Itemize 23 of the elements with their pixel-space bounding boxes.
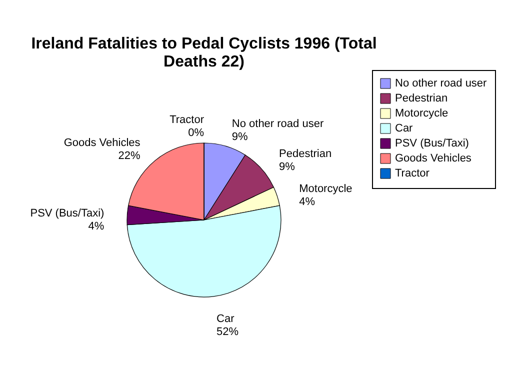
data-label: 22% xyxy=(118,150,140,162)
slice-label: Car xyxy=(216,313,235,326)
legend-label: Pedestrian xyxy=(395,92,448,104)
legend-label: Motorcycle xyxy=(395,108,448,120)
slice-label: No other road user xyxy=(232,118,324,130)
slice-label: Goods Vehicles xyxy=(64,136,141,149)
text: Deaths 22) xyxy=(164,54,244,70)
data-label: 9% xyxy=(279,160,296,173)
legend-label: No other road user xyxy=(395,78,488,90)
slice-label: PSV (Bus/Taxi) xyxy=(30,208,104,220)
text: Ireland Fatalities to Pedal Cyclists 1996 (Total xyxy=(31,36,377,52)
legend-label: Tractor xyxy=(395,168,430,180)
slice-label: Pedestrian xyxy=(279,148,332,160)
data-label: 4% xyxy=(299,196,316,208)
slice-label: Motorcycle xyxy=(299,183,352,196)
text: 0% xyxy=(188,127,204,139)
category-label: Tractor xyxy=(170,114,204,126)
legend-label: Goods Vehicles xyxy=(395,152,472,164)
data-label: 9% xyxy=(232,130,248,143)
data-label: 4% xyxy=(88,220,104,233)
legend-label: Car xyxy=(395,122,414,134)
data-label: 52% xyxy=(216,326,239,338)
legend-label: PSV (Bus/Taxi) xyxy=(395,138,469,150)
